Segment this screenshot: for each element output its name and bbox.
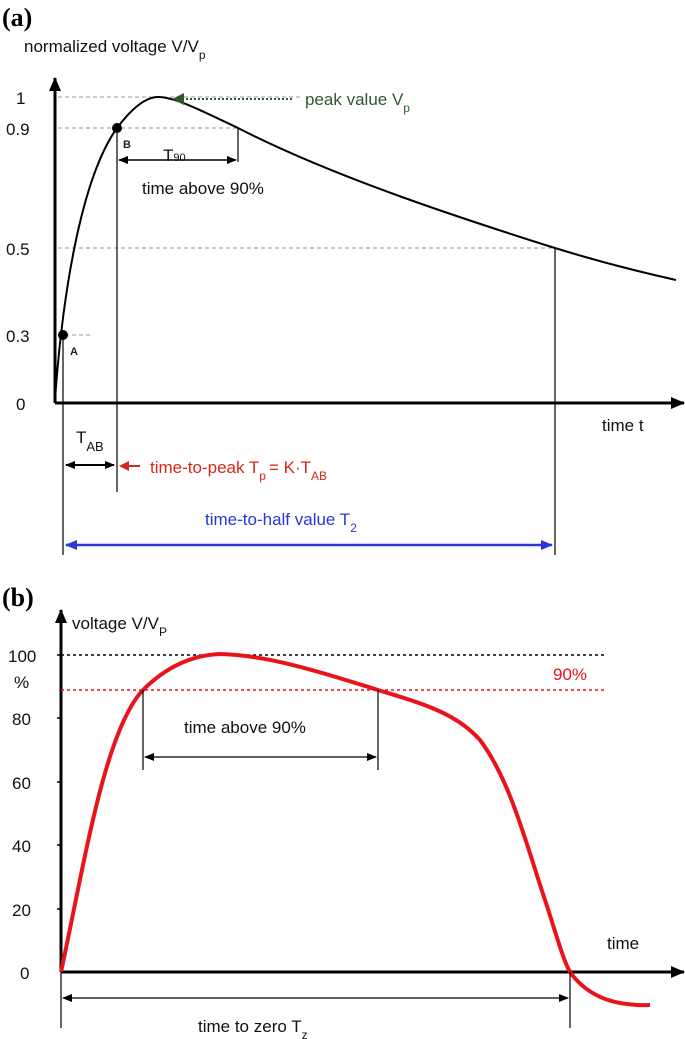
panel-a: (a) normalized voltage V/Vp 1 0.9 0.5 0.… (2, 3, 685, 555)
panel-b-y-axis-label: voltage V/VP (72, 614, 167, 639)
point-a-marker (58, 330, 68, 340)
tick-40: 40 (12, 837, 31, 856)
tick-100: 100 (8, 647, 36, 666)
above90-label: time above 90% (184, 718, 306, 737)
t2-label: time-to-half value T2 (205, 510, 357, 535)
peak-arrow-head (172, 93, 184, 105)
ttp-label: time-to-peak Tp = K·TAB (150, 458, 327, 483)
tick-0: 0 (16, 395, 25, 414)
tick-0-9: 0.9 (6, 120, 30, 139)
t90-label: T90 (163, 146, 186, 165)
panel-a-y-axis-label: normalized voltage V/Vp (24, 37, 206, 62)
panel-b-x-axis-label: time (607, 934, 639, 953)
tick-60: 60 (12, 774, 31, 793)
tab-label: TAB (76, 428, 104, 454)
panel-b: (b) voltage V/VP 100 % 80 60 40 20 0 90%… (2, 583, 685, 1039)
point-a-label: A (70, 346, 78, 358)
point-b-marker (112, 123, 122, 133)
waveform-curve-b (59, 651, 651, 1008)
tz-label: time to zero Tz (198, 1017, 308, 1039)
tick-80: 80 (12, 710, 31, 729)
t90-description: time above 90% (142, 179, 264, 198)
panel-a-tag: (a) (2, 3, 32, 32)
panel-a-x-axis-label: time t (602, 416, 644, 435)
tick-0b: 0 (20, 964, 29, 983)
line-90-label: 90% (553, 665, 587, 684)
unit-label: % (14, 673, 29, 692)
waveform-curve-a (54, 95, 677, 401)
tick-0-5: 0.5 (6, 240, 30, 259)
panel-b-y-ticks (57, 654, 61, 910)
tick-0-3: 0.3 (6, 327, 30, 346)
tick-20: 20 (12, 901, 31, 920)
tick-1: 1 (16, 89, 25, 108)
ttp-arrow-head (119, 461, 129, 471)
point-b-label: B (123, 139, 131, 151)
panel-b-tag: (b) (2, 583, 34, 612)
peak-label: peak value Vp (305, 90, 410, 115)
